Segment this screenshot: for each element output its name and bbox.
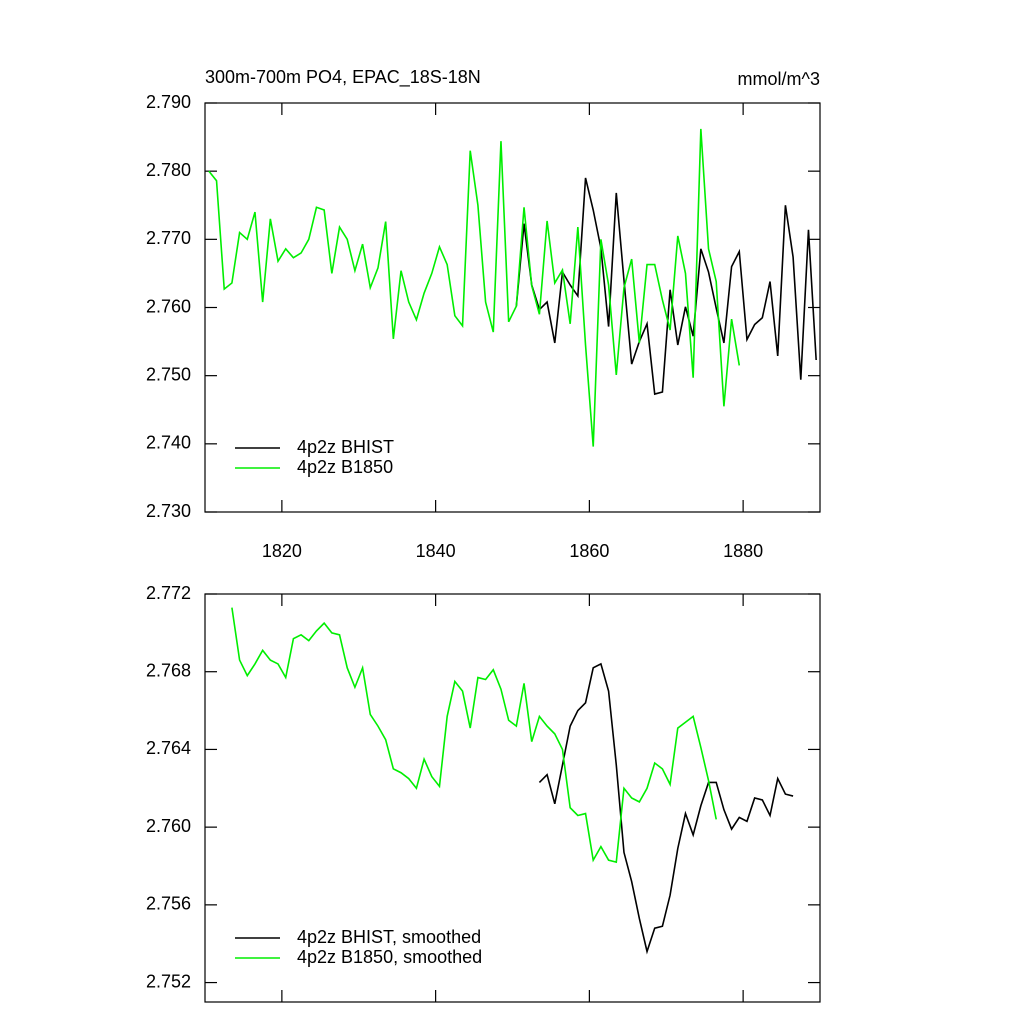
data-line (231, 607, 718, 864)
y-tick-label: 2.760 (146, 816, 191, 836)
y-tick-label: 2.750 (146, 364, 191, 384)
y-tick-label: 2.780 (146, 160, 191, 180)
legend-label: 4p2z BHIST, smoothed (297, 927, 481, 947)
data-line (208, 128, 741, 447)
y-tick-label: 2.770 (146, 228, 191, 248)
y-tick-label: 2.768 (146, 660, 191, 680)
legend-label: 4p2z B1850 (297, 457, 393, 477)
y-tick-label: 2.764 (146, 738, 191, 758)
x-tick-label: 1840 (416, 541, 456, 561)
units-label: mmol/m^3 (738, 69, 820, 89)
data-line (515, 177, 817, 396)
y-tick-label: 2.772 (146, 583, 191, 603)
legend-label: 4p2z B1850, smoothed (297, 947, 482, 967)
y-tick-label: 2.740 (146, 433, 191, 453)
y-tick-label: 2.752 (146, 971, 191, 991)
y-tick-label: 2.760 (146, 296, 191, 316)
y-tick-label: 2.790 (146, 92, 191, 112)
data-line (538, 662, 794, 955)
y-tick-label: 2.756 (146, 894, 191, 914)
x-tick-label: 1880 (723, 541, 763, 561)
chart-title: 300m-700m PO4, EPAC_18S-18N (205, 67, 481, 88)
legend-label: 4p2z BHIST (297, 437, 394, 457)
y-tick-label: 2.730 (146, 501, 191, 521)
plot-frame (204, 593, 821, 1003)
x-tick-label: 1860 (569, 541, 609, 561)
x-tick-label: 1820 (262, 541, 302, 561)
